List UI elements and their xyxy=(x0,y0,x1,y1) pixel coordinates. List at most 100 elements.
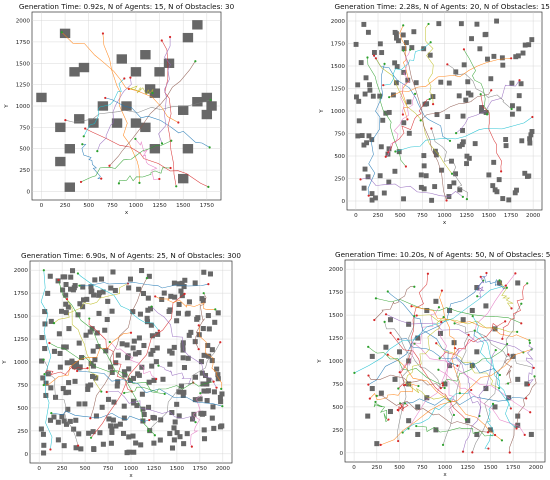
obstacle xyxy=(96,290,102,296)
obstacle xyxy=(151,377,157,383)
agent-goal xyxy=(401,113,405,116)
obstacle xyxy=(42,309,48,315)
agent-path xyxy=(499,279,514,309)
agent-start xyxy=(510,107,513,111)
agent-path xyxy=(43,359,79,446)
obstacle xyxy=(438,79,444,85)
agent-start xyxy=(208,146,211,149)
agent-start xyxy=(145,277,148,280)
agent-path xyxy=(383,42,431,86)
obstacle xyxy=(114,383,120,389)
agent-goal xyxy=(504,320,507,323)
agent-goal xyxy=(387,418,390,421)
agent-path xyxy=(128,85,154,96)
obstacle xyxy=(47,273,53,279)
obstacle xyxy=(378,144,384,150)
obstacle xyxy=(418,172,424,178)
agent-start xyxy=(96,150,99,153)
obstacle xyxy=(41,450,47,456)
agent-start xyxy=(417,384,420,388)
obstacle xyxy=(200,298,206,304)
obstacle xyxy=(174,318,180,324)
obstacle xyxy=(83,332,89,338)
x-axis-label: x xyxy=(125,210,129,216)
obstacle xyxy=(409,45,415,51)
obstacle xyxy=(121,403,127,409)
obstacle xyxy=(518,81,524,87)
obstacle xyxy=(154,345,160,351)
obstacle xyxy=(65,304,71,310)
agent-start xyxy=(76,272,80,275)
obstacle xyxy=(131,338,137,344)
agent-goal xyxy=(384,155,387,158)
agent-start xyxy=(402,24,405,27)
agent-path xyxy=(109,341,157,380)
agent-path xyxy=(368,346,443,385)
agent-path xyxy=(51,410,150,422)
obstacle xyxy=(365,174,371,180)
agent-start xyxy=(429,41,432,44)
obstacle xyxy=(372,50,377,55)
x-tick-label: 500 xyxy=(394,465,405,471)
obstacle xyxy=(86,430,92,436)
obstacle xyxy=(75,312,81,318)
agent-goal xyxy=(155,377,158,381)
obstacle xyxy=(66,326,72,332)
agent-goal xyxy=(197,324,200,327)
agent-path xyxy=(118,167,171,184)
obstacle xyxy=(148,322,154,328)
agent-start xyxy=(194,60,197,63)
obstacle xyxy=(201,269,207,275)
obstacle xyxy=(460,113,466,119)
obstacle xyxy=(121,101,132,111)
obstacle xyxy=(423,173,429,179)
obstacle xyxy=(130,67,142,77)
obstacle xyxy=(63,310,69,316)
obstacle xyxy=(180,392,186,398)
obstacle xyxy=(218,399,224,405)
obstacle xyxy=(190,416,196,422)
obstacle xyxy=(201,352,207,358)
obstacle xyxy=(182,144,194,154)
obstacle xyxy=(178,173,189,184)
agent-goal xyxy=(430,127,433,130)
obstacle xyxy=(120,430,127,436)
agent-goal xyxy=(100,177,103,180)
agent-start xyxy=(150,305,153,308)
agent-goal xyxy=(169,166,172,170)
obstacle xyxy=(485,56,490,62)
agent-path xyxy=(373,55,451,142)
y-tick-label: 750 xyxy=(19,125,30,131)
agent-path xyxy=(454,347,482,417)
obstacle xyxy=(460,127,465,133)
y-tick-label: 750 xyxy=(17,383,28,389)
y-axis-label: Y xyxy=(2,360,8,365)
obstacle xyxy=(469,363,475,369)
obstacle xyxy=(103,348,109,354)
obstacle xyxy=(113,423,119,429)
agent-goal xyxy=(396,408,399,412)
agent-path xyxy=(526,342,534,385)
agent-path xyxy=(106,390,196,423)
y-tick-label: 1500 xyxy=(331,64,346,70)
agent-start xyxy=(516,330,519,333)
obstacle xyxy=(405,77,411,83)
agent-path xyxy=(77,273,160,331)
obstacle xyxy=(433,298,439,304)
agent-start xyxy=(221,405,224,408)
obstacle xyxy=(210,404,216,410)
agent-path xyxy=(438,369,525,436)
agent-goal xyxy=(445,199,448,202)
obstacle xyxy=(89,288,95,294)
obstacle xyxy=(406,381,412,387)
obstacle xyxy=(73,417,79,423)
obstacle xyxy=(90,374,96,380)
obstacle xyxy=(474,285,480,291)
obstacle xyxy=(48,385,54,391)
obstacle xyxy=(176,281,182,287)
agent-start xyxy=(458,392,461,395)
obstacle xyxy=(181,441,187,447)
obstacle xyxy=(483,303,489,309)
agent-path xyxy=(161,40,177,187)
